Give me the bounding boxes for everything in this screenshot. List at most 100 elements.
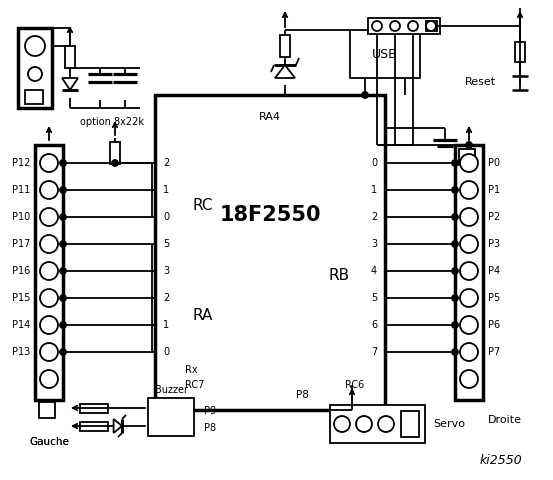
- Text: P2: P2: [488, 212, 500, 222]
- Circle shape: [452, 187, 458, 193]
- Polygon shape: [62, 78, 78, 90]
- Bar: [280, 35, 290, 57]
- Bar: [35, 145, 63, 400]
- Text: 0: 0: [163, 212, 169, 222]
- Text: P5: P5: [488, 293, 500, 303]
- Text: 1: 1: [163, 320, 169, 330]
- Text: 2: 2: [163, 158, 169, 168]
- Text: 3: 3: [163, 266, 169, 276]
- Text: 0: 0: [163, 347, 169, 357]
- Circle shape: [40, 235, 58, 253]
- Text: 6: 6: [371, 320, 377, 330]
- Circle shape: [390, 21, 400, 31]
- Text: 3: 3: [371, 239, 377, 249]
- Circle shape: [40, 343, 58, 361]
- Text: Reset: Reset: [465, 77, 496, 87]
- Bar: [155, 95, 385, 410]
- Circle shape: [452, 349, 458, 355]
- Text: 5: 5: [163, 239, 169, 249]
- Circle shape: [334, 416, 350, 432]
- Bar: [455, 145, 483, 400]
- Text: 18F2550: 18F2550: [219, 204, 321, 225]
- Text: RA: RA: [193, 308, 213, 323]
- Circle shape: [372, 21, 382, 31]
- Circle shape: [466, 142, 472, 148]
- Text: ki2550: ki2550: [480, 454, 523, 467]
- Text: P7: P7: [488, 347, 500, 357]
- Text: 0: 0: [371, 158, 377, 168]
- Text: RC7: RC7: [185, 380, 205, 390]
- Bar: [459, 149, 475, 165]
- Bar: [18, 28, 52, 108]
- Text: 1: 1: [163, 185, 169, 195]
- Text: USB: USB: [372, 48, 398, 60]
- Circle shape: [460, 289, 478, 307]
- Bar: [80, 421, 108, 431]
- Circle shape: [460, 343, 478, 361]
- Circle shape: [28, 67, 42, 81]
- Text: 5: 5: [371, 293, 377, 303]
- Circle shape: [452, 160, 458, 166]
- Circle shape: [60, 268, 66, 274]
- Polygon shape: [113, 419, 122, 433]
- Circle shape: [40, 181, 58, 199]
- Circle shape: [452, 241, 458, 247]
- Circle shape: [40, 289, 58, 307]
- Circle shape: [112, 160, 118, 166]
- Circle shape: [460, 154, 478, 172]
- Circle shape: [460, 208, 478, 226]
- Text: P0: P0: [488, 158, 500, 168]
- Circle shape: [60, 214, 66, 220]
- Circle shape: [452, 295, 458, 301]
- Text: RA4: RA4: [259, 112, 281, 122]
- Circle shape: [378, 416, 394, 432]
- Bar: [401, 411, 419, 437]
- Text: P10: P10: [12, 212, 30, 222]
- Bar: [368, 18, 440, 34]
- Circle shape: [408, 21, 418, 31]
- Circle shape: [60, 241, 66, 247]
- Text: 2: 2: [163, 293, 169, 303]
- Bar: [148, 398, 194, 436]
- Text: P17: P17: [12, 239, 30, 249]
- Circle shape: [460, 262, 478, 280]
- Circle shape: [452, 214, 458, 220]
- Bar: [39, 402, 55, 418]
- Bar: [25, 90, 43, 104]
- Circle shape: [60, 322, 66, 328]
- Circle shape: [60, 187, 66, 193]
- Text: P12: P12: [12, 158, 30, 168]
- Text: 7: 7: [371, 347, 377, 357]
- Polygon shape: [275, 65, 295, 78]
- Circle shape: [25, 36, 45, 56]
- Circle shape: [60, 295, 66, 301]
- Bar: [80, 404, 108, 412]
- Text: P9: P9: [204, 406, 216, 416]
- Bar: [426, 21, 437, 31]
- Text: P8: P8: [295, 390, 309, 400]
- Text: P8: P8: [204, 422, 216, 432]
- Circle shape: [40, 208, 58, 226]
- Bar: [330, 405, 425, 443]
- Circle shape: [452, 322, 458, 328]
- Text: Gauche: Gauche: [29, 437, 69, 447]
- Bar: [350, 30, 420, 78]
- Circle shape: [60, 349, 66, 355]
- Circle shape: [460, 316, 478, 334]
- Text: RC: RC: [193, 197, 213, 213]
- Text: P14: P14: [12, 320, 30, 330]
- Circle shape: [356, 416, 372, 432]
- Text: P3: P3: [488, 239, 500, 249]
- Circle shape: [452, 268, 458, 274]
- Circle shape: [460, 235, 478, 253]
- Text: P13: P13: [12, 347, 30, 357]
- Text: option 8x22k: option 8x22k: [80, 117, 144, 127]
- Bar: [65, 46, 75, 68]
- Text: 4: 4: [371, 266, 377, 276]
- Circle shape: [40, 154, 58, 172]
- Text: P1: P1: [488, 185, 500, 195]
- Circle shape: [40, 262, 58, 280]
- Text: Gauche: Gauche: [29, 437, 69, 447]
- Text: 2: 2: [371, 212, 377, 222]
- Text: Buzzer: Buzzer: [154, 385, 187, 395]
